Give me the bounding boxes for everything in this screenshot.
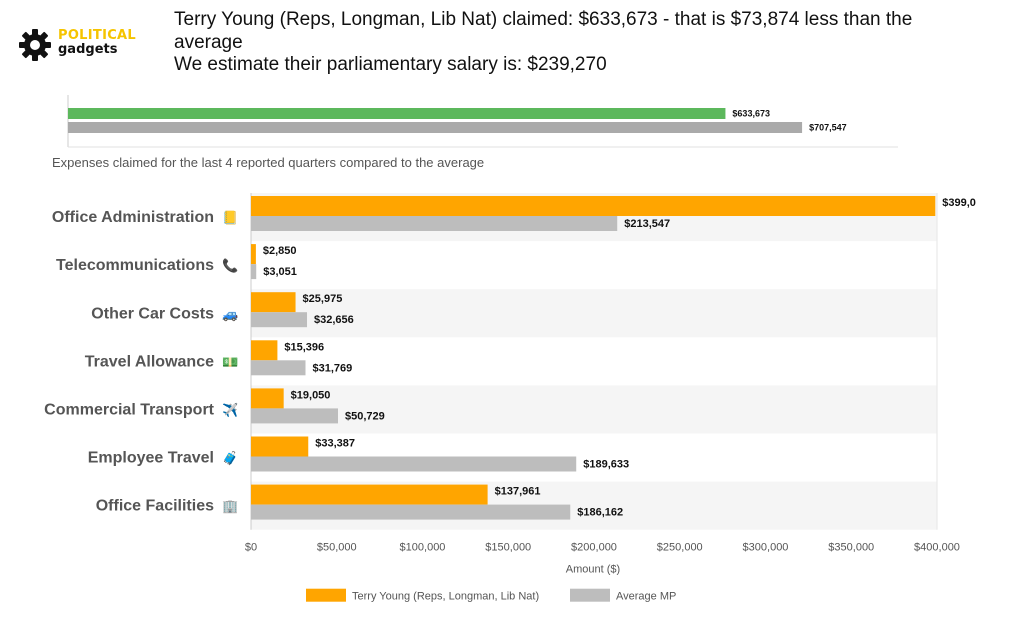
bar-average [251,312,308,328]
summary-bar-average [68,122,803,133]
category-icon: 📞 [222,257,239,273]
bar-label-average: $31,769 [312,362,352,374]
bar-mp [251,484,488,505]
category-icon: ✈️ [222,401,238,417]
legend-swatch-mp [306,588,346,602]
bar-average [251,216,618,231]
bar-label-mp: $399,0 [942,197,976,209]
category-label: Other Car Costs [91,305,214,322]
bar-label-average: $186,162 [577,507,623,519]
x-tick-label: $150,000 [485,542,531,554]
bar-label-average: $213,547 [624,218,670,230]
category-icon: 💵 [222,354,238,369]
chart-subtitle: Expenses claimed for the last 4 reported… [52,155,485,170]
x-tick-label: $250,000 [657,542,703,554]
headline-line-3: We estimate their parliamentary salary i… [174,54,607,75]
category-label: Office Administration [52,209,214,226]
bar-average [251,264,257,280]
bar-average [251,360,306,376]
category-label: Office Facilities [96,498,214,515]
summary-bar-mp [68,108,726,119]
bar-mp [251,388,284,409]
category-label: Commercial Transport [44,401,215,418]
legend-label-average: Average MP [616,591,676,603]
category-icon: 🏢 [222,499,238,514]
x-tick-label: $0 [245,542,257,554]
x-tick-label: $100,000 [400,542,446,554]
x-axis-title: Amount ($) [566,564,620,576]
bar-mp [251,244,256,265]
x-tick-label: $300,000 [743,542,789,554]
category-label: Telecommunications [56,257,214,274]
category-icon: 🚙 [222,306,238,322]
legend-label-mp: Terry Young (Reps, Longman, Lib Nat) [352,591,539,603]
bar-average [251,408,339,424]
bar-label-average: $3,051 [263,266,297,278]
category-icon: 📒 [222,210,238,225]
x-tick-label: $350,000 [828,542,874,554]
row-band [251,289,937,338]
category-icon: 🧳 [222,451,238,466]
bar-mp [251,196,936,216]
bar-label-mp: $33,387 [315,438,355,450]
bar-label-mp: $25,975 [303,293,343,305]
bar-label-mp: $15,396 [284,341,324,353]
chart-plot-area: Office Administration 📒 $399,0 $213,547 Tele… [44,193,976,530]
bar-mp [251,436,309,457]
summary-bar-label-average: $707,547 [809,123,847,133]
bar-label-mp: $2,850 [263,245,297,257]
bar-label-average: $32,656 [314,314,354,326]
bar-label-average: $189,633 [583,459,629,471]
bar-mp [251,340,278,361]
bar-average [251,456,577,472]
headline-line-1: Terry Young (Reps, Longman, Lib Nat) cla… [174,9,913,30]
gear-icon [19,29,51,61]
headline-line-2: average [174,31,243,53]
headline: Terry Young (Reps, Longman, Lib Nat) cla… [174,9,994,77]
summary-bar-label-mp: $633,673 [732,109,770,119]
row-band [251,385,937,434]
x-tick-label: $200,000 [571,542,617,554]
x-tick-label: $400,000 [914,542,960,554]
expenses-chart: Office Administration 📒 $399,0 $213,547 Tele… [44,193,976,603]
summary-chart: $633,673 $707,547 [67,95,898,148]
site-logo[interactable]: POLITICAL gadgets [18,28,148,64]
category-label: Employee Travel [88,450,214,467]
bar-label-mp: $137,961 [495,486,541,498]
bar-label-mp: $19,050 [291,389,331,401]
legend-swatch-average [570,588,610,602]
bar-label-average: $50,729 [345,410,385,422]
x-tick-label: $50,000 [317,542,357,554]
bar-average [251,504,571,520]
chart-legend: Terry Young (Reps, Longman, Lib Nat) Aver… [306,588,676,603]
category-label: Travel Allowance [85,353,214,370]
logo-text-bottom: gadgets [58,42,118,57]
bar-mp [251,292,296,313]
logo-text-top: POLITICAL [58,28,136,43]
